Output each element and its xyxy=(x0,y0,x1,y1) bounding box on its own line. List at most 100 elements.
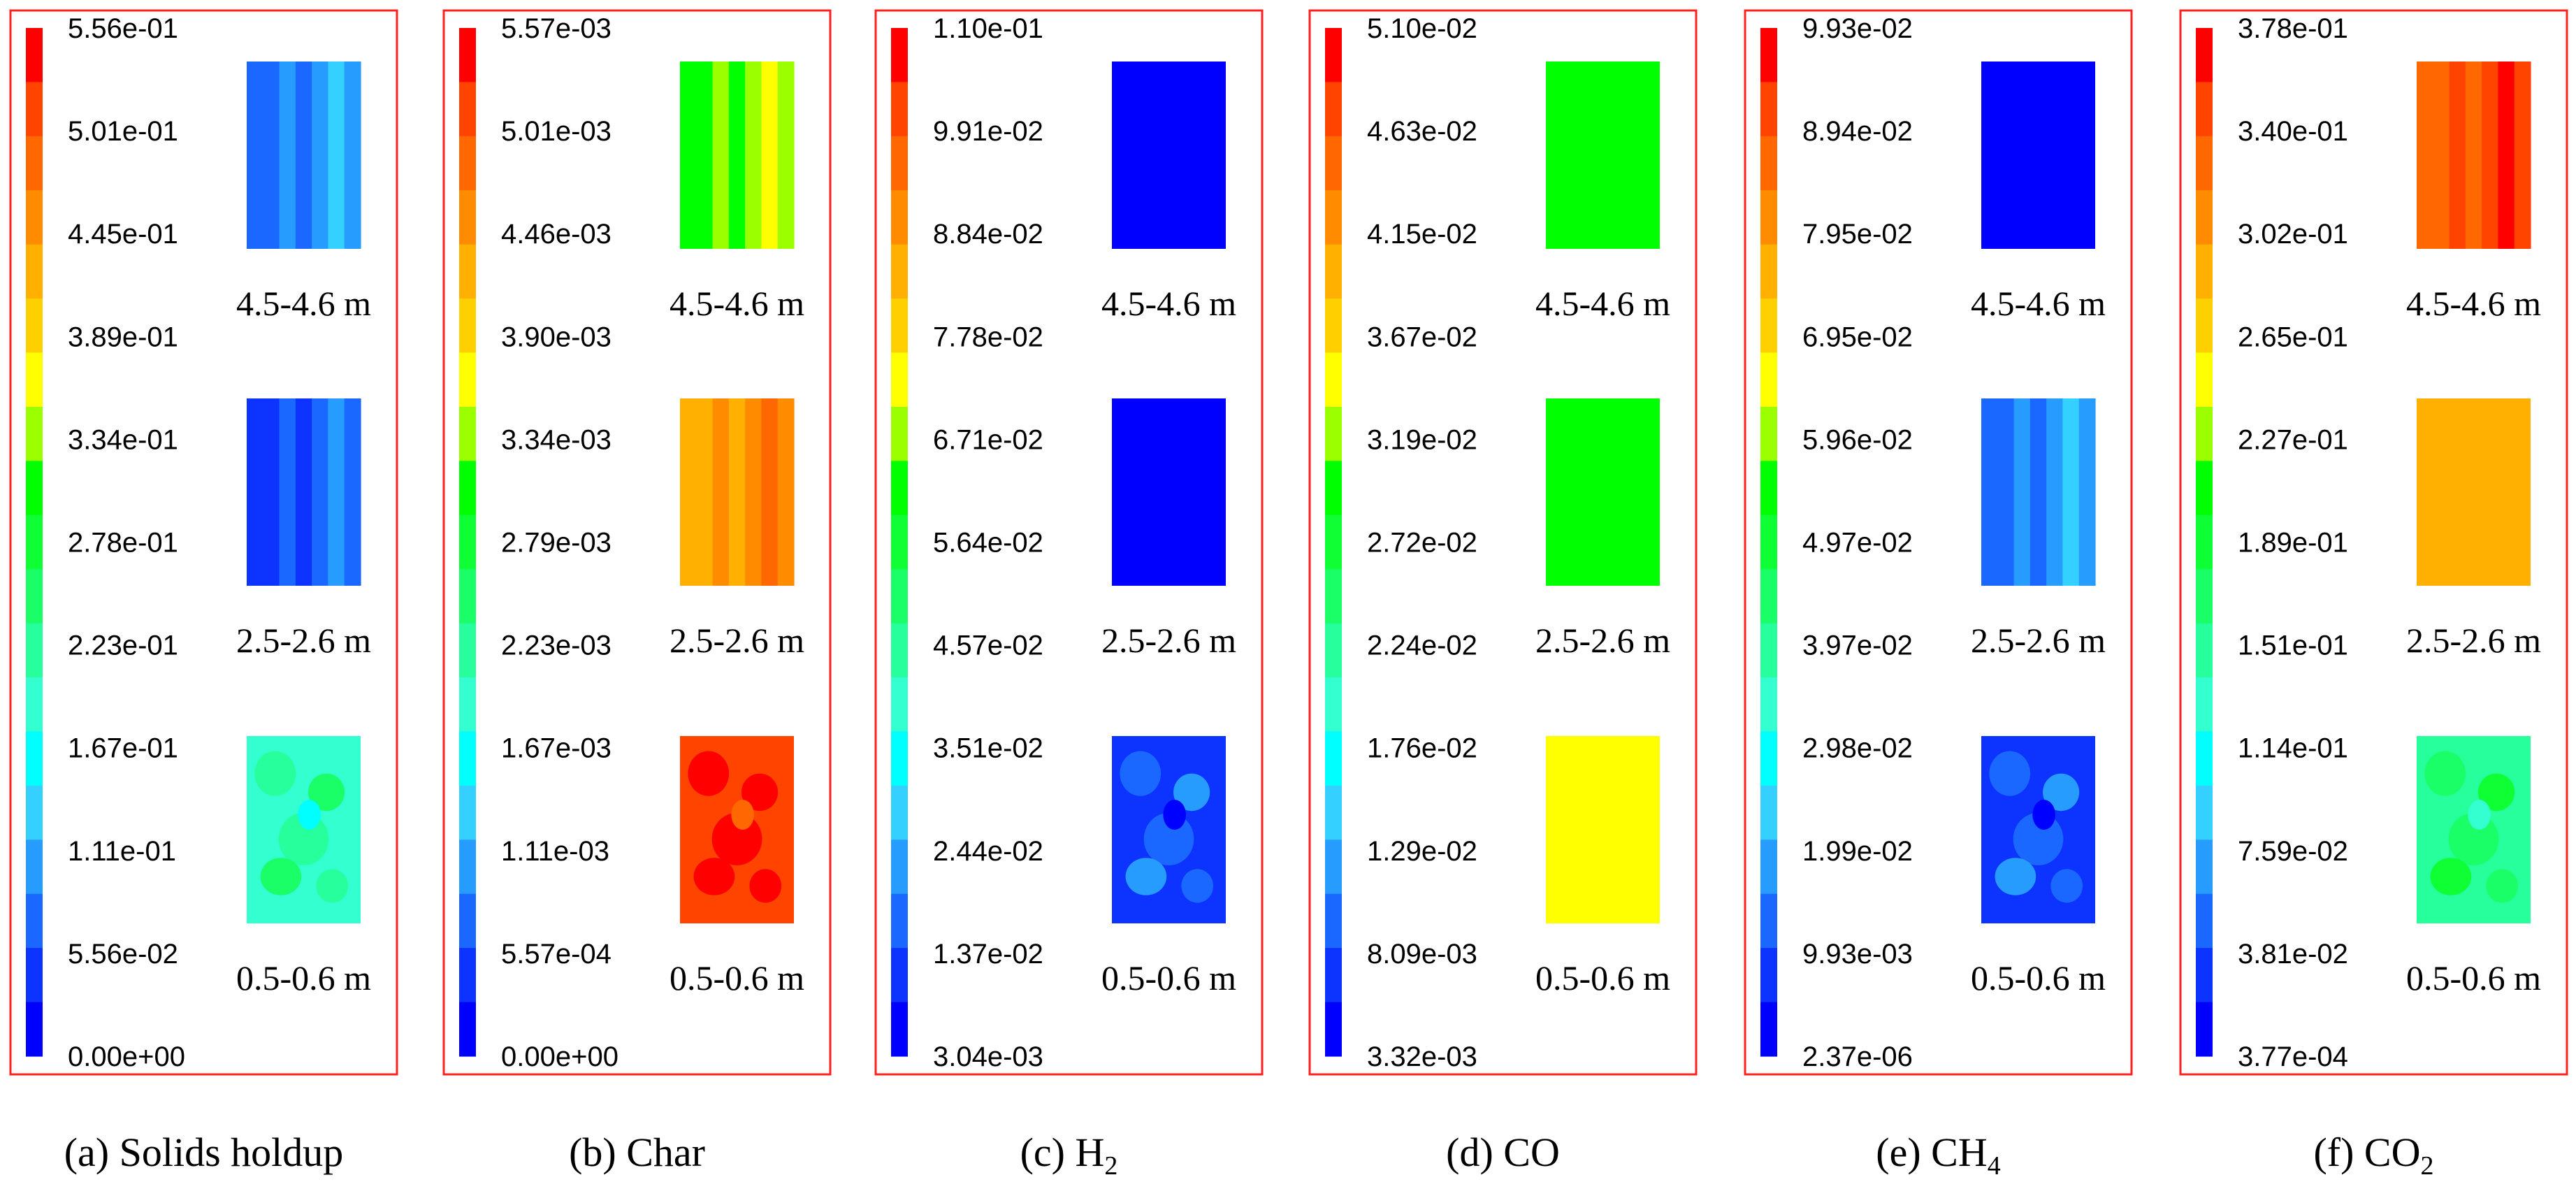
colorbar-segment xyxy=(2196,82,2213,137)
contour-plot xyxy=(1546,736,1660,923)
caption-subscript: 2 xyxy=(1104,1151,1117,1181)
colorbar-segment xyxy=(459,623,476,678)
colorbar-segment xyxy=(2196,893,2213,949)
contour-band xyxy=(2498,62,2515,249)
contour-fill xyxy=(1112,62,1226,249)
contour-region xyxy=(2468,800,2491,830)
colorbar-segment xyxy=(1325,28,1342,83)
contour-region xyxy=(2050,869,2083,903)
colorbar-segment xyxy=(1760,406,1777,461)
colorbar-segment xyxy=(1760,244,1777,299)
colorbar-tick-label: 1.10e-01 xyxy=(933,13,1043,44)
contour-region xyxy=(693,858,735,895)
colorbar-tick-label: 1.11e-03 xyxy=(501,836,609,867)
colorbar-tick-label: 7.95e-02 xyxy=(1802,219,1913,250)
contour-fill xyxy=(1546,736,1660,923)
colorbar-segment xyxy=(1325,569,1342,624)
contour-band xyxy=(761,398,779,586)
contour-band xyxy=(680,398,697,586)
contour-plot xyxy=(2417,62,2531,249)
colorbar-segment xyxy=(891,352,908,408)
colorbar-segment xyxy=(26,136,43,191)
contour-region xyxy=(2430,858,2472,895)
caption-text: (b) Char xyxy=(569,1130,705,1175)
colorbar-tick-label: 5.56e-01 xyxy=(68,13,178,44)
caption-text: (d) CO xyxy=(1446,1130,1560,1175)
panel-frame xyxy=(1308,9,1698,1076)
colorbar-tick-label: 3.81e-02 xyxy=(2238,939,2348,970)
contour-plot xyxy=(247,62,361,249)
caption-subscript: 2 xyxy=(2421,1151,2434,1181)
colorbar-segment xyxy=(2196,569,2213,624)
colorbar-segment xyxy=(26,839,43,895)
contour-band xyxy=(696,398,714,586)
colorbar-segment xyxy=(1325,1002,1342,1057)
colorbar-segment xyxy=(891,569,908,624)
colorbar-segment xyxy=(1325,352,1342,408)
colorbar-segment xyxy=(1325,244,1342,299)
contour-fill xyxy=(1981,62,2095,249)
colorbar-segment xyxy=(2196,352,2213,408)
colorbar-tick-label: 2.98e-02 xyxy=(1802,733,1913,764)
colorbar-segment xyxy=(891,948,908,1003)
height-label: 2.5-2.6 m xyxy=(670,621,804,660)
contour-plot xyxy=(1981,398,2096,586)
colorbar-segment xyxy=(2196,298,2213,354)
colorbar-segment xyxy=(1325,731,1342,786)
contour-plot xyxy=(1112,736,1226,923)
colorbar-tick-label: 5.57e-04 xyxy=(501,939,612,970)
colorbar-segment xyxy=(1760,569,1777,624)
contour-band xyxy=(680,62,697,249)
contour-band xyxy=(777,62,795,249)
colorbar-segment xyxy=(26,244,43,299)
contour-band xyxy=(777,398,795,586)
colorbar-segment xyxy=(891,731,908,786)
colorbar-segment xyxy=(891,1002,908,1057)
height-label: 4.5-4.6 m xyxy=(2406,284,2541,323)
caption-subscript: 4 xyxy=(1988,1151,2001,1181)
colorbar-tick-label: 2.23e-01 xyxy=(68,630,178,661)
colorbar-tick-label: 5.64e-02 xyxy=(933,528,1043,559)
colorbar-segment xyxy=(2196,514,2213,570)
contour-region xyxy=(741,773,779,812)
colorbar-segment xyxy=(891,623,908,678)
colorbar-tick-label: 8.09e-03 xyxy=(1367,939,1477,970)
height-label: 4.5-4.6 m xyxy=(1535,284,1670,323)
colorbar-tick-label: 5.96e-02 xyxy=(1802,424,1913,455)
colorbar-tick-label: 3.67e-02 xyxy=(1367,322,1477,352)
colorbar-tick-label: 2.44e-02 xyxy=(933,836,1043,867)
contour-band xyxy=(2046,398,2064,586)
height-label: 2.5-2.6 m xyxy=(1971,621,2106,660)
colorbar-segment xyxy=(26,352,43,408)
contour-band xyxy=(263,62,280,249)
contour-region xyxy=(2032,800,2055,830)
colorbar-tick-label: 3.78e-01 xyxy=(2238,13,2348,44)
contour-region xyxy=(260,858,302,895)
contour-region xyxy=(1995,858,2036,895)
colorbar-tick-label: 6.71e-02 xyxy=(933,424,1043,455)
panel-5: 9.93e-02 8.94e-02 7.95e-02 6.95e-02 5.96e-02… xyxy=(1744,9,2133,1181)
contour-band xyxy=(2449,62,2466,249)
colorbar-segment xyxy=(1325,948,1342,1003)
colorbar-segment xyxy=(891,190,908,245)
colorbar-tick-label: 4.45e-01 xyxy=(68,219,178,250)
contour-band xyxy=(2482,62,2499,249)
contour-region xyxy=(1120,751,1162,796)
colorbar-segment xyxy=(1325,623,1342,678)
colorbar-tick-label: 7.78e-02 xyxy=(933,322,1043,352)
colorbar-segment xyxy=(1760,28,1777,83)
colorbar-tick-label: 2.27e-01 xyxy=(2238,424,2348,455)
contour-plot xyxy=(1981,736,2095,923)
colorbar-tick-label: 7.59e-02 xyxy=(2238,836,2348,867)
colorbar-tick-label: 2.79e-03 xyxy=(501,528,612,559)
colorbar-segment xyxy=(459,514,476,570)
colorbar-segment xyxy=(459,948,476,1003)
contour-plot xyxy=(2417,398,2531,586)
colorbar-tick-label: 3.19e-02 xyxy=(1367,424,1477,455)
contour-band xyxy=(344,398,361,586)
colorbar-tick-label: 1.89e-01 xyxy=(2238,528,2348,559)
contour-plot xyxy=(247,398,361,586)
contour-plot xyxy=(680,736,794,923)
panel-3: 1.10e-01 9.91e-02 8.84e-02 7.78e-02 6.71e-02… xyxy=(874,9,1264,1181)
contour-band xyxy=(2514,62,2531,249)
